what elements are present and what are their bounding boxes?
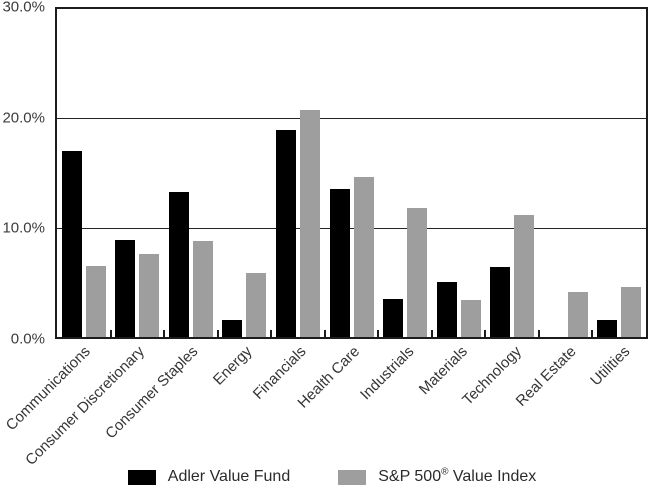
- bar-adler-value-fund-consumer-staples: [168, 191, 189, 337]
- y-axis-tick-label-10: 10.0%: [2, 219, 45, 237]
- y-axis-tick-label-30: 30.0%: [2, 0, 45, 16]
- x-axis-label-materials: Materials: [416, 343, 472, 399]
- bar-group-consumer-staples: [164, 9, 218, 337]
- x-axis-tick: [109, 330, 112, 337]
- bar-adler-value-fund-consumer-discretionary: [115, 239, 136, 337]
- bar-group-technology: [485, 9, 539, 337]
- gridline-10: [57, 227, 646, 229]
- y-axis-tick-label-20: 20.0%: [2, 109, 45, 127]
- bar-s-p-500-value-index-technology: [514, 214, 535, 337]
- bar-group-health-care: [325, 9, 379, 337]
- plot-area: [55, 7, 648, 339]
- bar-adler-value-fund-materials: [436, 282, 457, 337]
- x-axis-labels: Communications Consumer Discretionary Cons…: [3, 343, 648, 469]
- bar-s-p-500-value-index-industrials: [407, 208, 428, 337]
- bar-s-p-500-value-index-financials: [299, 109, 320, 337]
- y-axis-tick-label-0: 0.0%: [10, 330, 45, 348]
- bar-group-materials: [432, 9, 486, 337]
- x-axis-tick: [484, 330, 487, 337]
- bar-adler-value-fund-health-care: [329, 189, 350, 337]
- bar-adler-value-fund-financials: [275, 130, 296, 337]
- legend: Adler Value Fund S&P 500® Value Index: [14, 465, 650, 489]
- bar-group-energy: [218, 9, 272, 337]
- x-axis-tick: [377, 330, 380, 337]
- bar-group-financials: [271, 9, 325, 337]
- bar-adler-value-fund-communications: [61, 151, 82, 337]
- x-axis-label-consumer-staples: Consumer Staples: [102, 343, 202, 443]
- bar-group-industrials: [378, 9, 432, 337]
- x-axis-tick: [537, 330, 540, 337]
- bar-s-p-500-value-index-energy: [246, 272, 267, 337]
- legend-swatch-sp500: [338, 469, 367, 485]
- legend-item-sp500-value-index: S&P 500® Value Index: [338, 466, 537, 486]
- bar-group-communications: [57, 9, 111, 337]
- legend-label-adler: Adler Value Fund: [167, 468, 291, 485]
- y-axis-labels: 30.0% 20.0% 10.0% 0.0%: [0, 0, 50, 348]
- x-axis-tick: [270, 330, 273, 337]
- bar-s-p-500-value-index-real-estate: [567, 292, 588, 337]
- bar-group-consumer-discretionary: [111, 9, 165, 337]
- bar-s-p-500-value-index-health-care: [353, 177, 374, 337]
- x-axis-tick: [216, 330, 219, 337]
- bar-group-real-estate: [539, 9, 593, 337]
- bar-adler-value-fund-energy: [222, 319, 243, 337]
- bar-s-p-500-value-index-communications: [85, 265, 106, 337]
- x-axis-tick: [591, 330, 594, 337]
- bars-layer: [57, 9, 646, 337]
- bar-s-p-500-value-index-utilities: [621, 286, 642, 337]
- bar-s-p-500-value-index-materials: [460, 299, 481, 337]
- legend-label-sp500: S&P 500® Value Index: [378, 466, 537, 485]
- bar-adler-value-fund-utilities: [597, 319, 618, 337]
- bar-s-p-500-value-index-consumer-discretionary: [139, 253, 160, 337]
- x-axis-label-industrials: Industrials: [357, 343, 418, 404]
- x-axis-label-energy: Energy: [210, 343, 256, 389]
- x-axis-tick: [430, 330, 433, 337]
- bar-adler-value-fund-technology: [490, 267, 511, 337]
- bar-group-utilities: [592, 9, 646, 337]
- x-axis-tick: [163, 330, 166, 337]
- x-axis-label-utilities: Utilities: [586, 343, 634, 390]
- x-axis-tick: [323, 330, 326, 337]
- legend-item-adler-value-fund: Adler Value Fund: [127, 468, 291, 486]
- bar-s-p-500-value-index-consumer-staples: [192, 240, 213, 337]
- legend-swatch-adler: [127, 469, 156, 485]
- bar-adler-value-fund-industrials: [383, 298, 404, 337]
- gridline-20: [57, 118, 646, 120]
